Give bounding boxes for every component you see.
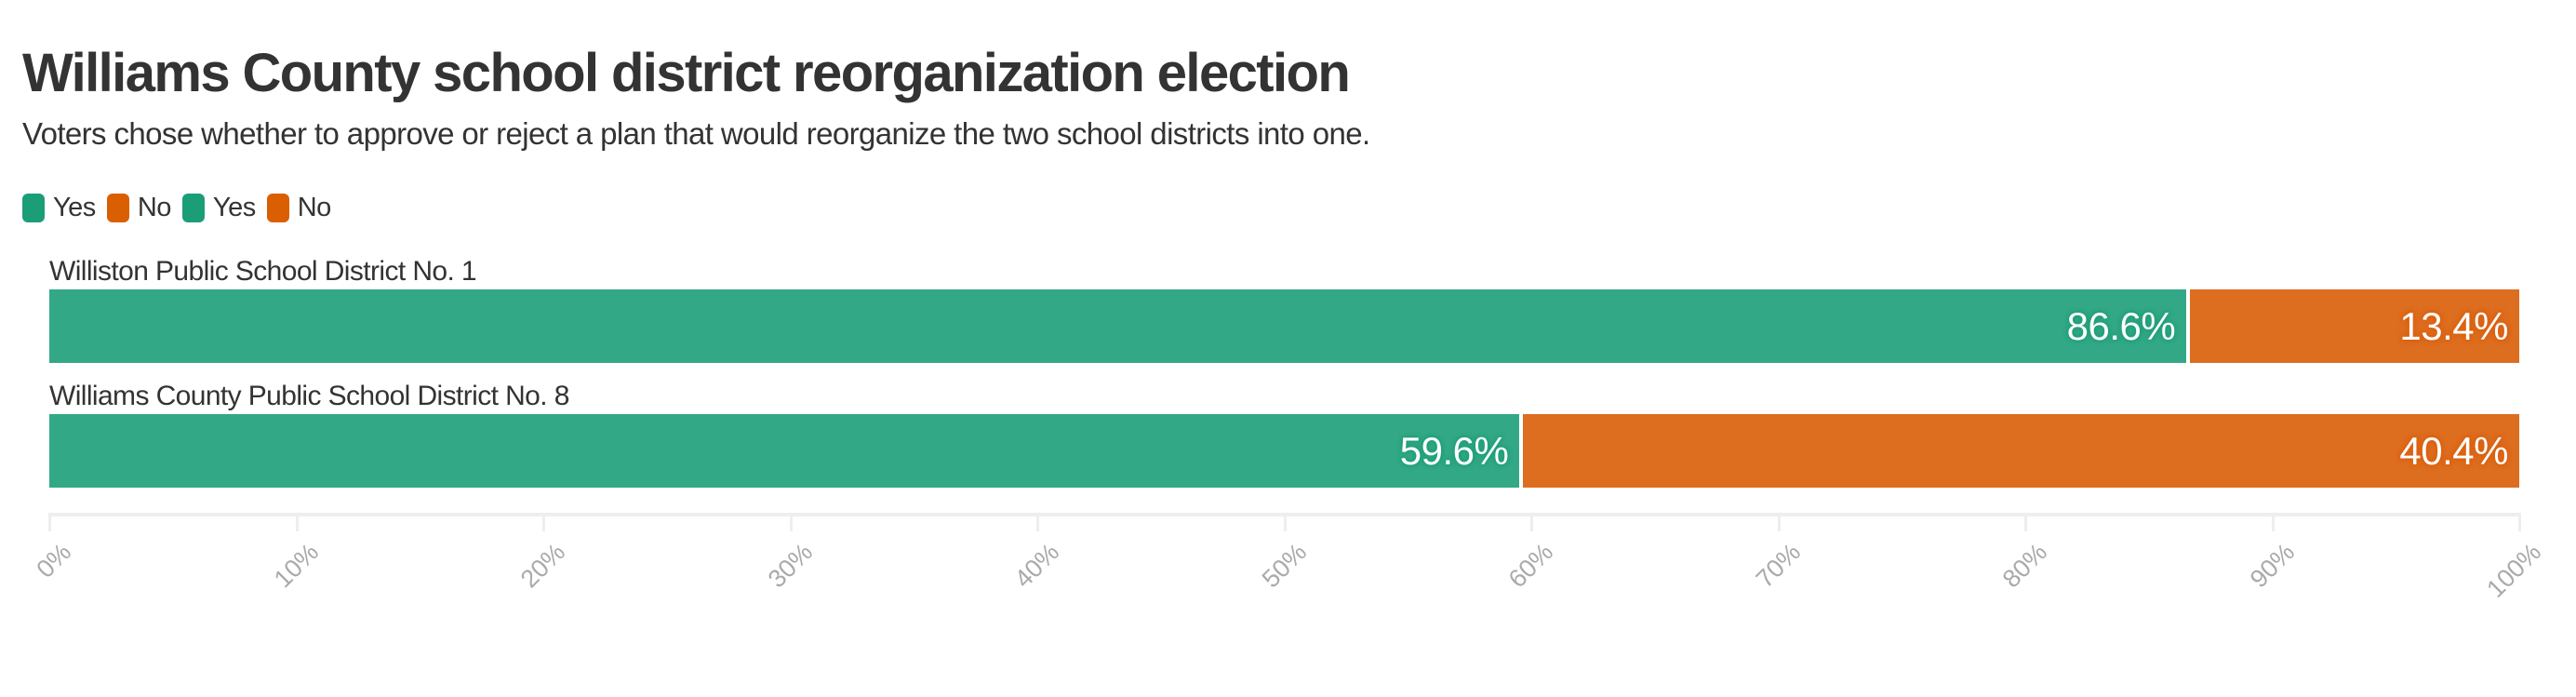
legend-item-no[interactable]: No bbox=[106, 192, 172, 223]
x-axis-tick-label: 0% bbox=[31, 538, 77, 583]
bar-value-label: 40.4% bbox=[2399, 429, 2508, 473]
x-axis-tick bbox=[1530, 513, 1533, 531]
legend-item-yes[interactable]: Yes bbox=[181, 192, 256, 223]
chart-title: Williams County school district reorgani… bbox=[22, 43, 1351, 103]
x-axis-tick-label: 90% bbox=[2244, 538, 2300, 594]
chart-subtitle: Voters chose whether to approve or rejec… bbox=[22, 116, 1370, 151]
legend-swatch-no-icon bbox=[106, 193, 129, 222]
bar-no[interactable]: 40.4% bbox=[1523, 414, 2519, 488]
x-axis-tick bbox=[1777, 513, 1781, 531]
x-axis-tick-label: 70% bbox=[1750, 538, 1806, 594]
x-axis-tick bbox=[2271, 513, 2275, 531]
legend-label: No bbox=[137, 192, 172, 222]
x-axis-tick bbox=[1283, 513, 1287, 531]
x-axis-tick bbox=[295, 513, 299, 531]
row-label: Williston Public School District No. 1 bbox=[49, 256, 477, 287]
legend: Yes No Yes No bbox=[22, 191, 342, 224]
x-axis-tick-label: 30% bbox=[762, 538, 818, 594]
legend-swatch-no-icon bbox=[266, 193, 289, 222]
x-axis-tick bbox=[789, 513, 793, 531]
bar-no[interactable]: 13.4% bbox=[2190, 289, 2519, 363]
bar-yes[interactable]: 86.6% bbox=[49, 289, 2187, 363]
x-axis-tick-label: 40% bbox=[1008, 538, 1065, 594]
x-axis-tick bbox=[48, 513, 51, 531]
legend-swatch-yes-icon bbox=[22, 193, 45, 222]
bar-value-label: 59.6% bbox=[1399, 429, 1509, 473]
legend-label: No bbox=[297, 192, 332, 222]
bar-value-label: 13.4% bbox=[2399, 304, 2508, 348]
x-axis-tick-label: 10% bbox=[268, 538, 324, 594]
x-axis-tick-label: 100% bbox=[2481, 538, 2547, 604]
x-axis-tick-label: 80% bbox=[1996, 538, 2053, 594]
x-axis-tick bbox=[2024, 513, 2027, 531]
row-label: Williams County Public School District N… bbox=[49, 381, 569, 411]
bar-value-label: 86.6% bbox=[2066, 304, 2176, 348]
x-axis-tick-label: 60% bbox=[1502, 538, 1559, 594]
legend-swatch-yes-icon bbox=[181, 193, 205, 222]
x-axis-tick-label: 50% bbox=[1256, 538, 1312, 594]
legend-item-no[interactable]: No bbox=[266, 192, 332, 223]
legend-item-yes[interactable]: Yes bbox=[22, 193, 96, 223]
x-axis-tick-label: 20% bbox=[514, 538, 571, 594]
x-axis-tick bbox=[1036, 513, 1039, 531]
x-axis-tick bbox=[2518, 513, 2521, 531]
x-axis-tick bbox=[542, 513, 545, 531]
legend-label: Yes bbox=[212, 192, 256, 222]
legend-label: Yes bbox=[53, 192, 96, 222]
bar-yes[interactable]: 59.6% bbox=[49, 414, 1520, 488]
